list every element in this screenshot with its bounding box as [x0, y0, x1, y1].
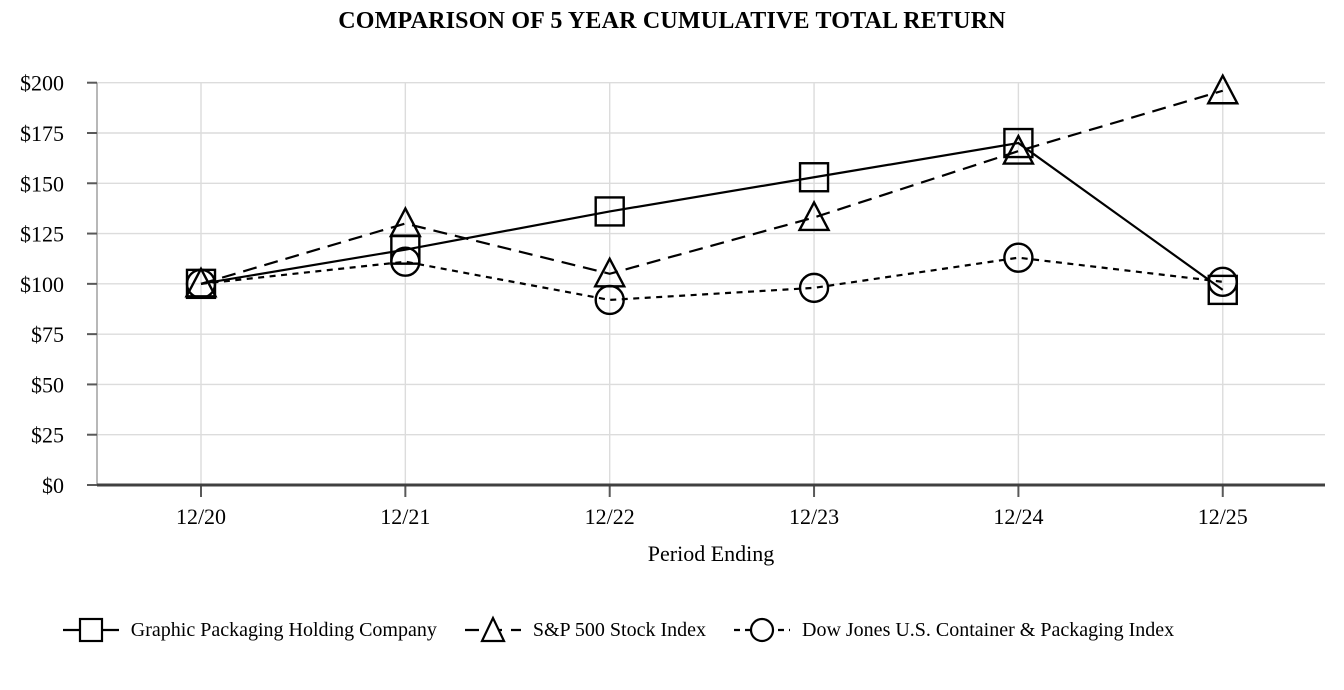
svg-text:$150: $150: [20, 171, 64, 196]
svg-text:$75: $75: [31, 322, 64, 347]
legend-item-graphic-packaging: Graphic Packaging Holding Company: [62, 615, 437, 645]
triangle-marker-icon: [464, 615, 521, 643]
circle-marker-icon: [734, 617, 791, 643]
legend-item-sp500: S&P 500 Stock Index: [464, 615, 706, 645]
square-marker-icon: [62, 617, 119, 643]
legend-label: Graphic Packaging Holding Company: [130, 618, 437, 641]
svg-text:$50: $50: [31, 372, 64, 397]
svg-text:$175: $175: [20, 121, 64, 146]
x-axis-title: Period Ending: [647, 541, 775, 566]
svg-text:$100: $100: [20, 272, 64, 297]
svg-text:$0: $0: [42, 473, 64, 498]
svg-text:$25: $25: [31, 423, 64, 448]
line-chart-plot-area: $0 $25 $50 $75 $100 $125 $150 $175 $200 12/20 12/2…: [20, 71, 1325, 529]
svg-text:12/22: 12/22: [585, 504, 635, 529]
svg-text:$200: $200: [20, 71, 64, 96]
legend-item-dow-jones: Dow Jones U.S. Container & Packaging Ind…: [733, 615, 1174, 645]
svg-text:$125: $125: [20, 222, 64, 247]
svg-text:12/21: 12/21: [380, 504, 430, 529]
svg-text:12/23: 12/23: [789, 504, 839, 529]
svg-text:12/20: 12/20: [176, 504, 226, 529]
legend-label: S&P 500 Stock Index: [532, 618, 707, 641]
chart-title: COMPARISON OF 5 YEAR CUMULATIVE TOTAL RE…: [338, 8, 1006, 34]
svg-text:12/25: 12/25: [1198, 504, 1248, 529]
chart-legend: Graphic Packaging Holding Company S&P 50…: [0, 615, 1290, 645]
svg-text:12/24: 12/24: [993, 504, 1043, 529]
legend-label: Dow Jones U.S. Container & Packaging Ind…: [802, 618, 1175, 641]
